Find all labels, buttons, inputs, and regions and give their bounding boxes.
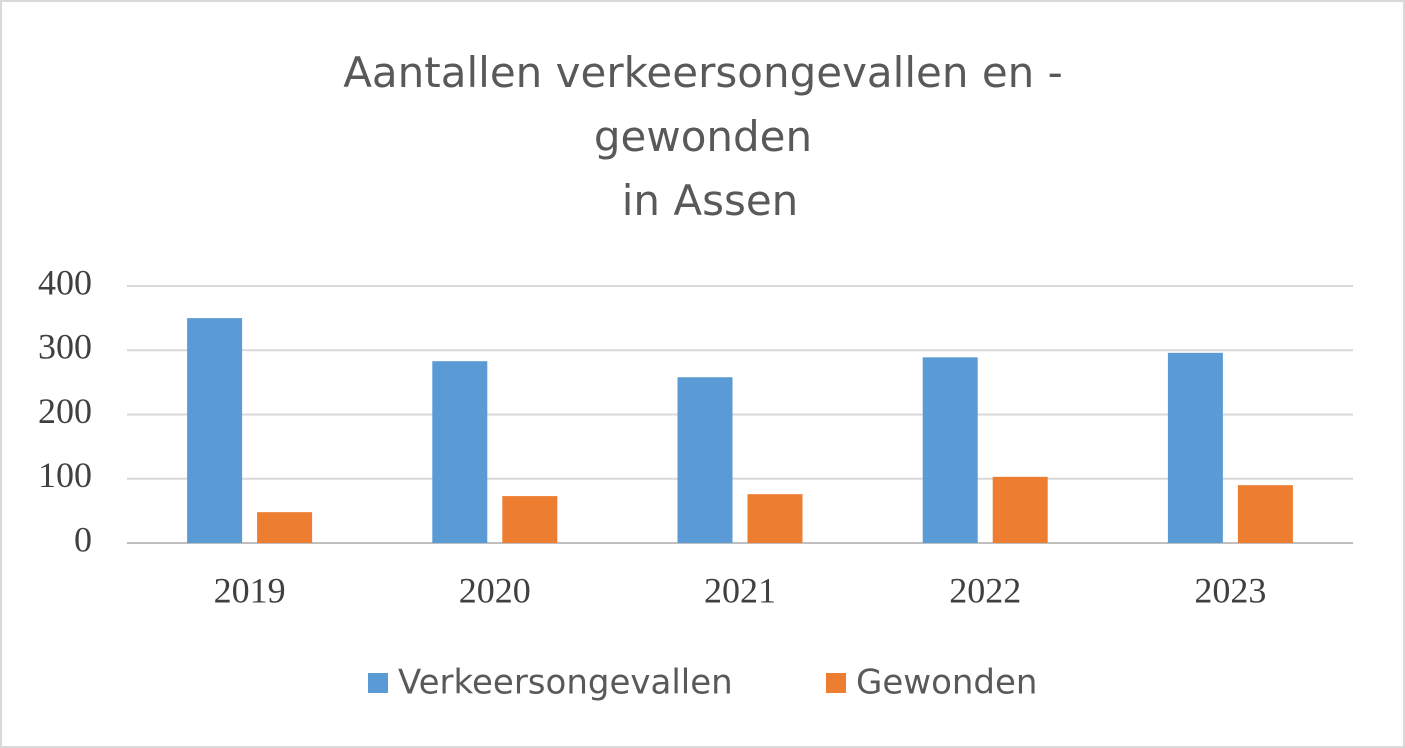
bar — [187, 318, 243, 543]
x-tick-label: 2022 — [949, 570, 1021, 610]
x-tick-label: 2023 — [1194, 570, 1266, 610]
x-tick-label: 2019 — [214, 570, 286, 610]
bar — [1167, 352, 1223, 543]
bar — [1237, 485, 1293, 543]
legend-swatch — [826, 673, 846, 693]
y-tick-label: 200 — [38, 391, 92, 431]
legend-label: Gewonden — [856, 663, 1037, 703]
bar — [677, 377, 733, 543]
chart-title: Aantallen verkeersongevallen en - — [343, 48, 1063, 97]
legend-label: Verkeersongevallen — [398, 663, 733, 703]
bar — [992, 476, 1048, 543]
y-tick-label: 0 — [74, 519, 92, 559]
bar — [747, 494, 803, 543]
x-tick-label: 2020 — [459, 570, 531, 610]
x-tick-label: 2021 — [704, 570, 776, 610]
bar — [257, 512, 313, 543]
bar — [432, 361, 488, 543]
y-tick-label: 100 — [38, 455, 92, 495]
chart-title: in Assen — [622, 176, 799, 225]
chart-title: gewonden — [594, 112, 812, 161]
bar — [922, 357, 978, 543]
legend-swatch — [368, 673, 388, 693]
bar — [502, 496, 558, 543]
y-tick-label: 300 — [38, 327, 92, 367]
y-tick-label: 400 — [38, 262, 92, 302]
